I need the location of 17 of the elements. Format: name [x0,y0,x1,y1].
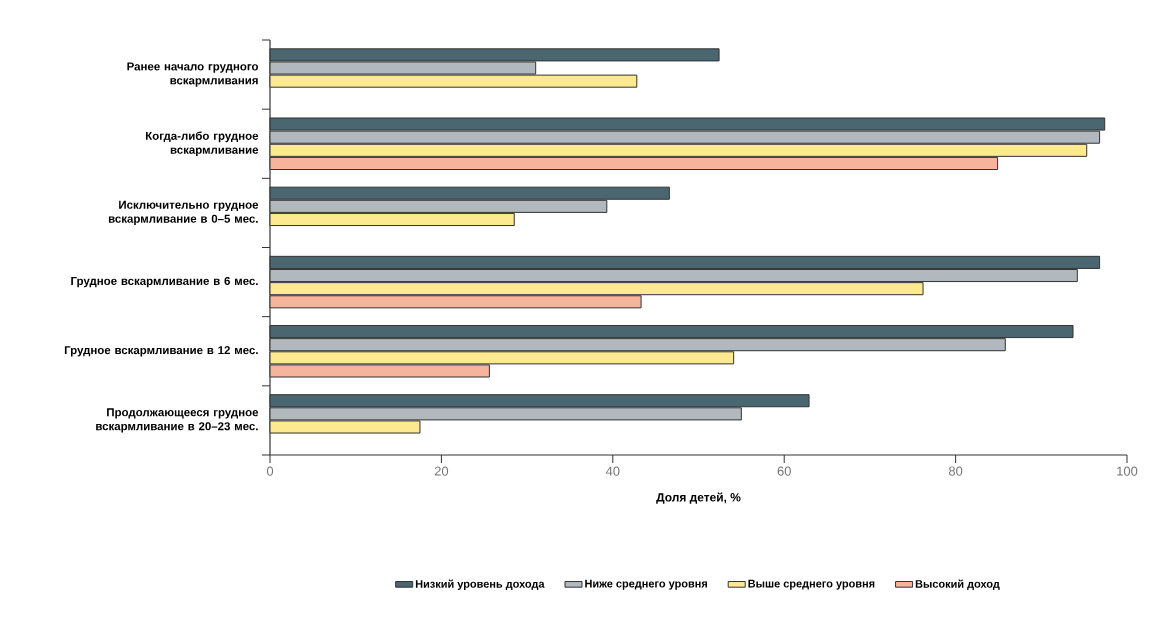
y-tick-label: Исключительно грудное вскармливание в 0–5 мес. [108,200,259,226]
x-axis-title: Доля детей, % [656,492,741,504]
legend-label: Низкий уровень дохода [415,579,545,590]
legend-label: Высокий доход [915,579,1000,590]
legend-label: Ниже среднего уровня [585,579,707,590]
legend-label: Выше среднего уровня [748,579,875,590]
y-tick-label: Грудное вскармливание в 12 мес. [64,346,258,357]
y-tick-label: Когда-либо грудное вскармливание [145,131,259,157]
x-tick-label: 0 [266,466,274,476]
x-tick-label: 20 [434,466,449,476]
y-tick-label: Ранее начало грудного вскармливания [127,62,259,87]
x-tick-label: 100 [1117,466,1138,476]
y-tick-label: Грудное вскармливание в 6 мес. [71,276,258,288]
y-tick-label: Продолжающееся грудное вскармливание в 20–23 мес. [96,408,259,433]
x-tick-label: 60 [777,466,791,476]
x-tick-label: 80 [948,466,963,476]
x-tick-label: 40 [605,466,620,476]
